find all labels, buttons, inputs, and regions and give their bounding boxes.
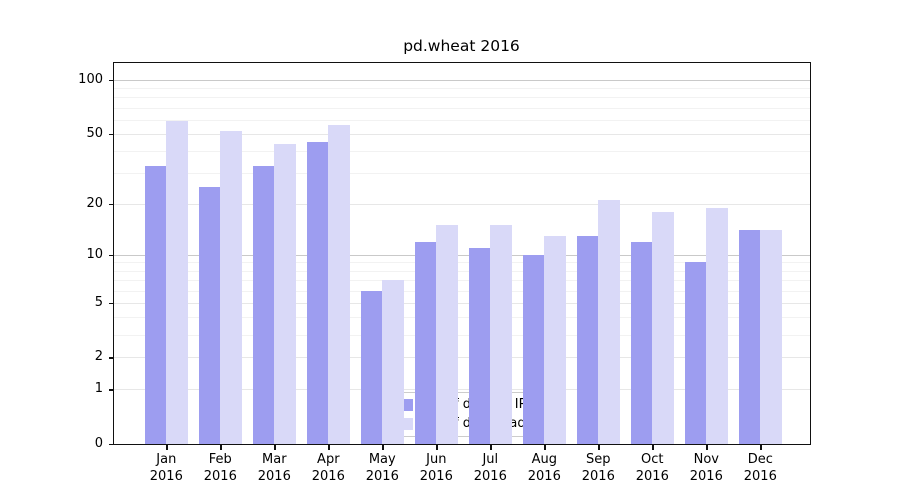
y-tick-label-5: 5 <box>94 294 103 310</box>
x-tick-label-nov: Nov 2016 <box>689 452 723 484</box>
x-tick-nov <box>706 445 708 450</box>
y-tick-2 <box>109 357 113 359</box>
bar-downloads-sep <box>598 200 620 444</box>
x-tick-feb <box>220 445 222 450</box>
gridline-minor-9 <box>113 262 810 264</box>
x-tick-label-apr: Apr 2016 <box>311 452 345 484</box>
bar-downloads-jun <box>436 225 458 444</box>
gridline-minor-90 <box>113 88 810 90</box>
bar-downloads-aug <box>544 235 566 444</box>
x-tick-label-dec: Dec 2016 <box>743 452 777 484</box>
gridline-minor-70 <box>113 107 810 109</box>
x-tick-label-jan: Jan 2016 <box>149 452 183 484</box>
axis-spine-right <box>810 62 812 445</box>
gridline-20 <box>113 203 810 205</box>
bar-downloads-mar <box>274 143 296 444</box>
bar-distinct-ips-oct <box>630 241 653 444</box>
gridline-minor-7 <box>113 279 810 281</box>
gridline-10 <box>113 254 810 256</box>
gridline-minor-8 <box>113 270 810 272</box>
axis-spine-bottom <box>113 444 811 446</box>
gridline-minor-4 <box>113 317 810 319</box>
gridline-minor-80 <box>113 97 810 99</box>
bar-downloads-feb <box>220 130 242 444</box>
x-tick-aug <box>544 445 546 450</box>
x-tick-may <box>382 445 384 450</box>
gridline-1 <box>113 389 810 391</box>
bar-distinct-ips-dec <box>738 230 761 444</box>
y-tick-100 <box>109 80 113 82</box>
bar-downloads-apr <box>328 125 350 444</box>
bar-downloads-oct <box>652 211 674 444</box>
bar-downloads-jul <box>490 225 512 444</box>
x-tick-apr <box>328 445 330 450</box>
bar-distinct-ips-mar <box>252 165 275 444</box>
y-tick-20 <box>109 203 113 206</box>
bar-distinct-ips-aug <box>522 254 545 444</box>
y-tick-label-20: 20 <box>86 195 103 211</box>
y-tick-label-2: 2 <box>94 349 103 365</box>
gridline-5 <box>113 302 810 304</box>
y-tick-label-10: 10 <box>86 246 103 262</box>
gridline-minor-3 <box>113 334 810 336</box>
x-tick-label-mar: Mar 2016 <box>257 452 291 484</box>
gridline-50 <box>113 133 810 135</box>
gridline-minor-30 <box>113 173 810 175</box>
chart-title: pd.wheat 2016 <box>403 37 520 55</box>
bar-downloads-jan <box>166 121 188 444</box>
bar-distinct-ips-jun <box>414 241 437 444</box>
x-tick-sep <box>598 445 600 450</box>
bar-distinct-ips-may <box>360 290 383 444</box>
x-tick-jul <box>490 445 492 450</box>
x-tick-jan <box>166 445 168 450</box>
y-tick-label-100: 100 <box>78 72 103 87</box>
bar-distinct-ips-nov <box>684 262 707 444</box>
bar-distinct-ips-jan <box>144 165 167 444</box>
y-tick-1 <box>109 389 113 391</box>
bar-downloads-nov <box>706 207 728 444</box>
x-tick-label-aug: Aug 2016 <box>527 452 561 484</box>
x-tick-label-feb: Feb 2016 <box>203 452 237 484</box>
gridline-minor-40 <box>113 151 810 153</box>
x-tick-oct <box>652 445 654 450</box>
y-tick-0 <box>109 444 113 446</box>
x-tick-jun <box>436 445 438 450</box>
y-tick-label-50: 50 <box>86 125 103 141</box>
legend-item-downloads: Nb of downloads <box>386 416 537 432</box>
x-tick-label-oct: Oct 2016 <box>635 452 669 484</box>
x-tick-label-sep: Sep 2016 <box>581 452 615 484</box>
gridline-minor-6 <box>113 290 810 292</box>
x-tick-mar <box>274 445 276 450</box>
bar-distinct-ips-apr <box>306 142 329 444</box>
x-tick-label-may: May 2016 <box>365 452 399 484</box>
bar-distinct-ips-feb <box>198 187 221 444</box>
gridline-100 <box>113 80 810 81</box>
x-tick-label-jul: Jul 2016 <box>473 452 507 484</box>
bar-downloads-dec <box>760 230 782 444</box>
gridline-2 <box>113 357 810 359</box>
x-tick-dec <box>760 445 762 450</box>
y-tick-50 <box>109 133 113 136</box>
bar-downloads-may <box>382 279 404 444</box>
legend-item-distinct-ips: Nb of distinct IPs <box>386 397 537 413</box>
x-tick-label-jun: Jun 2016 <box>419 452 453 484</box>
bar-distinct-ips-jul <box>468 248 491 444</box>
gridline-minor-60 <box>113 119 810 121</box>
axis-spine-top <box>113 62 811 64</box>
bar-distinct-ips-sep <box>576 235 599 444</box>
axis-spine-left <box>113 62 115 445</box>
legend: Nb of distinct IPs Nb of downloads <box>380 392 544 437</box>
y-tick-5 <box>109 302 113 304</box>
y-tick-label-0: 0 <box>94 436 103 451</box>
y-tick-label-1: 1 <box>94 381 103 397</box>
y-tick-10 <box>109 254 113 257</box>
